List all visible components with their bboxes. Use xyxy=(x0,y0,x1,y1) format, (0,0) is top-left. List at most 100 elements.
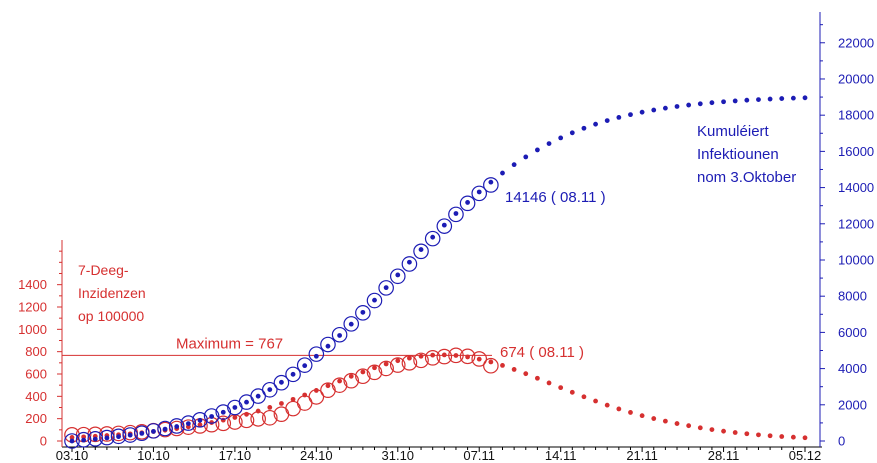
incidence-model-point xyxy=(313,388,319,393)
x-tick-label: 31.10 xyxy=(382,448,415,463)
cumulative-model-point xyxy=(348,321,354,327)
cumulative-model-point xyxy=(569,130,575,136)
cumulative-observed-point xyxy=(343,316,360,332)
cumulative-model-point xyxy=(779,96,785,101)
incidence-observed-point xyxy=(355,368,371,385)
right-tick-label: 8000 xyxy=(838,289,867,304)
incidence-model-point xyxy=(209,420,215,425)
cumulative-observed-point xyxy=(320,336,336,353)
cumulative-model-point xyxy=(302,363,308,369)
cumulative-model-point xyxy=(197,417,203,423)
cumulative-observed-point xyxy=(448,206,464,223)
cumulative-model-point xyxy=(511,162,517,168)
cumulative-observed-point xyxy=(273,374,290,391)
cumulative-model-point xyxy=(395,272,401,278)
cumulative-model-point xyxy=(756,97,761,102)
cumulative-model-point xyxy=(127,432,133,438)
cumulative-model-point xyxy=(674,104,680,109)
left-tick-label: 0 xyxy=(40,434,47,449)
cumulative-model-point xyxy=(662,105,668,111)
cumulative-model-point xyxy=(81,437,87,443)
cumulative-model-point xyxy=(430,234,436,240)
cumulative-observed-point xyxy=(413,243,429,260)
left-tick-label: 1400 xyxy=(18,277,47,292)
incidence-model-point xyxy=(558,385,564,391)
right-axis-label-line: Infektiounen xyxy=(697,146,779,163)
incidence-observed-point xyxy=(436,348,453,365)
incidence-model-point xyxy=(418,353,424,359)
cumulative-model-point xyxy=(185,421,191,427)
incidence-observed-point xyxy=(261,409,278,426)
cumulative-model-point xyxy=(337,333,343,338)
incidence-model-point xyxy=(69,435,75,440)
cumulative-model-point xyxy=(581,125,587,131)
right-tick-label: 6000 xyxy=(838,325,867,340)
incidence-model-point xyxy=(348,373,354,379)
incidence-observed-point xyxy=(448,347,464,364)
incidence-model-point xyxy=(476,356,482,362)
left-tick-label: 800 xyxy=(25,344,47,359)
cumulative-model-point xyxy=(465,200,470,205)
right-axis-label-line: nom 3.Oktober xyxy=(697,169,796,186)
incidence-model-point xyxy=(790,434,796,440)
right-tick-label: 10000 xyxy=(838,252,874,267)
incidence-model-point xyxy=(802,435,808,441)
incidence-observed-point xyxy=(459,348,476,365)
incidence-model-point xyxy=(535,375,540,381)
incidence-model-point xyxy=(372,365,377,371)
incidence-model-point xyxy=(255,408,261,414)
incidence-model-point xyxy=(779,434,785,439)
cumulative-model-point xyxy=(313,353,319,359)
right-axis-label-line: Kumuléiert xyxy=(697,123,770,140)
cumulative-model-point xyxy=(174,424,180,429)
incidence-observed-point xyxy=(389,357,406,373)
right-axis-label: Kumuléiert Infektiounen nom 3.Oktober xyxy=(697,123,796,186)
cumulative-model-point xyxy=(255,393,261,399)
cumulative-observed-point xyxy=(378,280,394,296)
incidence-observed-point xyxy=(99,426,115,442)
x-axis-ticks: 03.10 10.10 17.10 24.10 31.10 07.11 14.11 21.11… xyxy=(56,447,821,463)
cumulative-model-point xyxy=(593,121,598,127)
cumulative-model-point xyxy=(325,343,331,349)
incidence-model-point xyxy=(383,361,389,367)
cumulative-observed-series xyxy=(64,177,499,449)
x-tick-label: 24.10 xyxy=(300,448,333,463)
incidence-model-point xyxy=(325,383,331,389)
cumulative-model-point xyxy=(92,436,98,442)
cumulative-model-point xyxy=(709,100,715,106)
cumulative-model-point xyxy=(639,109,645,115)
incidence-model-point xyxy=(523,371,529,377)
incidence-model-point xyxy=(604,402,610,408)
incidence-observed-point xyxy=(343,372,360,389)
cumulative-model-point xyxy=(744,97,750,103)
cumulative-observed-point xyxy=(145,423,162,439)
incidence-model-point xyxy=(511,367,517,372)
cumulative-model-point xyxy=(267,387,273,392)
cumulative-observed-point xyxy=(168,418,185,434)
incidence-model-point xyxy=(732,430,738,435)
cumulative-model-point xyxy=(290,371,296,377)
cumulative-model-point xyxy=(686,102,692,108)
left-axis-ticks: 0 200 400 600 800 1000 1200 1400 xyxy=(18,250,62,449)
incidence-last-value-label: 674 ( 08.11 ) xyxy=(500,344,584,361)
cumulative-observed-point xyxy=(215,404,232,420)
cumulative-model-point xyxy=(151,429,156,434)
incidence-model-point xyxy=(709,427,715,433)
cumulative-observed-point xyxy=(285,366,301,383)
incidence-model-point xyxy=(430,352,436,358)
incidence-model-point xyxy=(302,392,308,398)
incidence-model-point xyxy=(581,394,587,400)
data-marks xyxy=(64,95,808,449)
incidence-model-point xyxy=(360,369,366,375)
incidence-model-point xyxy=(395,358,401,364)
incidence-model-point xyxy=(697,425,703,431)
cumulative-model-point xyxy=(558,135,564,141)
left-axis-label-line: Inzidenzen xyxy=(78,285,146,301)
cumulative-model-point xyxy=(500,170,505,176)
incidence-model-point xyxy=(279,401,284,406)
cumulative-observed-point xyxy=(75,431,92,448)
incidence-model-point xyxy=(569,389,575,395)
incidence-model-point xyxy=(337,378,343,384)
cumulative-model-point xyxy=(476,189,482,195)
